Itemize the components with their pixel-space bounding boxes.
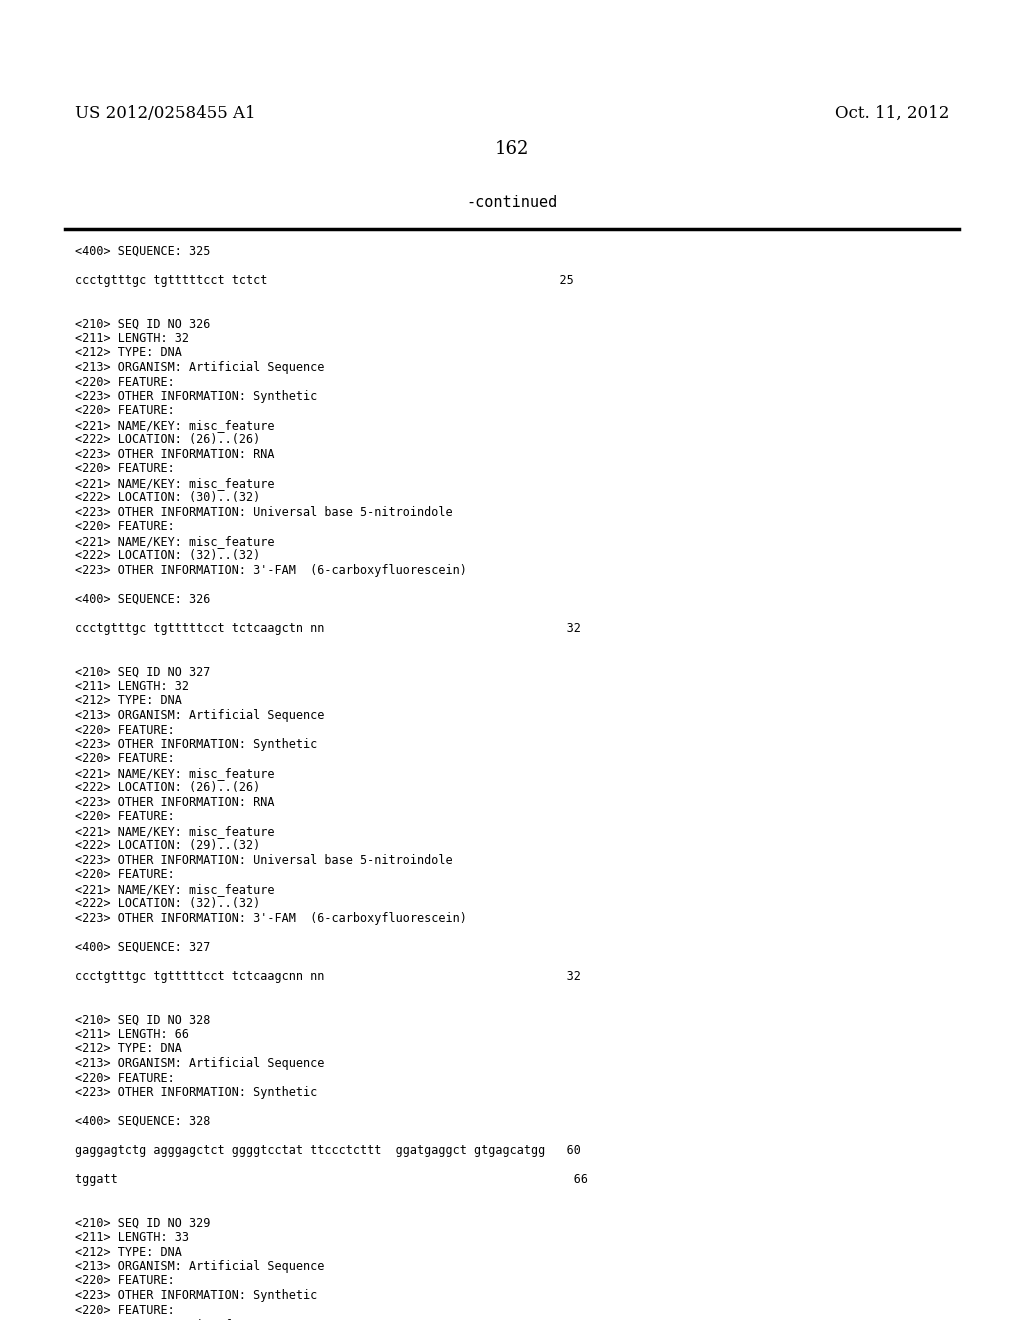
Text: <223> OTHER INFORMATION: Synthetic: <223> OTHER INFORMATION: Synthetic <box>75 389 317 403</box>
Text: <400> SEQUENCE: 328: <400> SEQUENCE: 328 <box>75 1115 210 1129</box>
Text: ccctgtttgc tgtttttcct tctcaagctn nn                                  32: ccctgtttgc tgtttttcct tctcaagctn nn 32 <box>75 622 581 635</box>
Text: <221> NAME/KEY: misc_feature: <221> NAME/KEY: misc_feature <box>75 883 274 896</box>
Text: <222> LOCATION: (26)..(26): <222> LOCATION: (26)..(26) <box>75 433 260 446</box>
Text: <222> LOCATION: (29)..(32): <222> LOCATION: (29)..(32) <box>75 840 260 853</box>
Text: <220> FEATURE:: <220> FEATURE: <box>75 462 175 475</box>
Text: <210> SEQ ID NO 326: <210> SEQ ID NO 326 <box>75 318 210 330</box>
Text: <223> OTHER INFORMATION: RNA: <223> OTHER INFORMATION: RNA <box>75 447 274 461</box>
Text: <220> FEATURE:: <220> FEATURE: <box>75 810 175 824</box>
Text: 162: 162 <box>495 140 529 158</box>
Text: <220> FEATURE:: <220> FEATURE: <box>75 375 175 388</box>
Text: <223> OTHER INFORMATION: 3'-FAM  (6-carboxyfluorescein): <223> OTHER INFORMATION: 3'-FAM (6-carbo… <box>75 912 467 925</box>
Text: <223> OTHER INFORMATION: Universal base 5-nitroindole: <223> OTHER INFORMATION: Universal base … <box>75 854 453 867</box>
Text: <220> FEATURE:: <220> FEATURE: <box>75 404 175 417</box>
Text: ccctgtttgc tgtttttcct tctcaagcnn nn                                  32: ccctgtttgc tgtttttcct tctcaagcnn nn 32 <box>75 970 581 983</box>
Text: <221> NAME/KEY: misc_feature: <221> NAME/KEY: misc_feature <box>75 477 274 490</box>
Text: <220> FEATURE:: <220> FEATURE: <box>75 520 175 533</box>
Text: <222> LOCATION: (32)..(32): <222> LOCATION: (32)..(32) <box>75 898 260 911</box>
Text: <212> TYPE: DNA: <212> TYPE: DNA <box>75 694 182 708</box>
Text: <212> TYPE: DNA: <212> TYPE: DNA <box>75 1246 182 1258</box>
Text: <220> FEATURE:: <220> FEATURE: <box>75 1304 175 1316</box>
Text: <221> NAME/KEY: misc_feature: <221> NAME/KEY: misc_feature <box>75 825 274 838</box>
Text: US 2012/0258455 A1: US 2012/0258455 A1 <box>75 106 256 121</box>
Text: <210> SEQ ID NO 329: <210> SEQ ID NO 329 <box>75 1217 210 1229</box>
Text: <222> LOCATION: (30)..(32): <222> LOCATION: (30)..(32) <box>75 491 260 504</box>
Text: <211> LENGTH: 66: <211> LENGTH: 66 <box>75 1028 189 1041</box>
Text: <210> SEQ ID NO 328: <210> SEQ ID NO 328 <box>75 1014 210 1027</box>
Text: <220> FEATURE:: <220> FEATURE: <box>75 723 175 737</box>
Text: <213> ORGANISM: Artificial Sequence: <213> ORGANISM: Artificial Sequence <box>75 709 325 722</box>
Text: <223> OTHER INFORMATION: Synthetic: <223> OTHER INFORMATION: Synthetic <box>75 1290 317 1302</box>
Text: <220> FEATURE:: <220> FEATURE: <box>75 1275 175 1287</box>
Text: <222> LOCATION: (32)..(32): <222> LOCATION: (32)..(32) <box>75 549 260 562</box>
Text: <220> FEATURE:: <220> FEATURE: <box>75 752 175 766</box>
Text: <213> ORGANISM: Artificial Sequence: <213> ORGANISM: Artificial Sequence <box>75 1261 325 1272</box>
Text: <221> NAME/KEY: misc_feature: <221> NAME/KEY: misc_feature <box>75 418 274 432</box>
Text: -continued: -continued <box>466 195 558 210</box>
Text: ccctgtttgc tgtttttcct tctct                                         25: ccctgtttgc tgtttttcct tctct 25 <box>75 275 573 286</box>
Text: <211> LENGTH: 32: <211> LENGTH: 32 <box>75 333 189 345</box>
Text: <223> OTHER INFORMATION: 3'-FAM  (6-carboxyfluorescein): <223> OTHER INFORMATION: 3'-FAM (6-carbo… <box>75 564 467 577</box>
Text: <210> SEQ ID NO 327: <210> SEQ ID NO 327 <box>75 665 210 678</box>
Text: <400> SEQUENCE: 326: <400> SEQUENCE: 326 <box>75 593 210 606</box>
Text: <223> OTHER INFORMATION: Universal base 5-nitroindole: <223> OTHER INFORMATION: Universal base … <box>75 506 453 519</box>
Text: <400> SEQUENCE: 327: <400> SEQUENCE: 327 <box>75 941 210 954</box>
Text: <211> LENGTH: 32: <211> LENGTH: 32 <box>75 680 189 693</box>
Text: <221> NAME/KEY: misc_feature: <221> NAME/KEY: misc_feature <box>75 767 274 780</box>
Text: <220> FEATURE:: <220> FEATURE: <box>75 869 175 882</box>
Text: <223> OTHER INFORMATION: Synthetic: <223> OTHER INFORMATION: Synthetic <box>75 1086 317 1100</box>
Text: <213> ORGANISM: Artificial Sequence: <213> ORGANISM: Artificial Sequence <box>75 360 325 374</box>
Text: <223> OTHER INFORMATION: Synthetic: <223> OTHER INFORMATION: Synthetic <box>75 738 317 751</box>
Text: <221> NAME/KEY: misc_feature: <221> NAME/KEY: misc_feature <box>75 535 274 548</box>
Text: <212> TYPE: DNA: <212> TYPE: DNA <box>75 1043 182 1056</box>
Text: <400> SEQUENCE: 325: <400> SEQUENCE: 325 <box>75 246 210 257</box>
Text: <213> ORGANISM: Artificial Sequence: <213> ORGANISM: Artificial Sequence <box>75 1057 325 1071</box>
Text: Oct. 11, 2012: Oct. 11, 2012 <box>835 106 949 121</box>
Text: <222> LOCATION: (26)..(26): <222> LOCATION: (26)..(26) <box>75 781 260 795</box>
Text: <223> OTHER INFORMATION: RNA: <223> OTHER INFORMATION: RNA <box>75 796 274 809</box>
Text: tggatt                                                                66: tggatt 66 <box>75 1173 588 1185</box>
Text: <211> LENGTH: 33: <211> LENGTH: 33 <box>75 1232 189 1243</box>
Text: <212> TYPE: DNA: <212> TYPE: DNA <box>75 346 182 359</box>
Text: <220> FEATURE:: <220> FEATURE: <box>75 1072 175 1085</box>
Text: gaggagtctg agggagctct ggggtcctat ttccctcttt  ggatgaggct gtgagcatgg   60: gaggagtctg agggagctct ggggtcctat ttccctc… <box>75 1144 581 1158</box>
Text: <221> NAME/KEY: misc_feature: <221> NAME/KEY: misc_feature <box>75 1317 274 1320</box>
